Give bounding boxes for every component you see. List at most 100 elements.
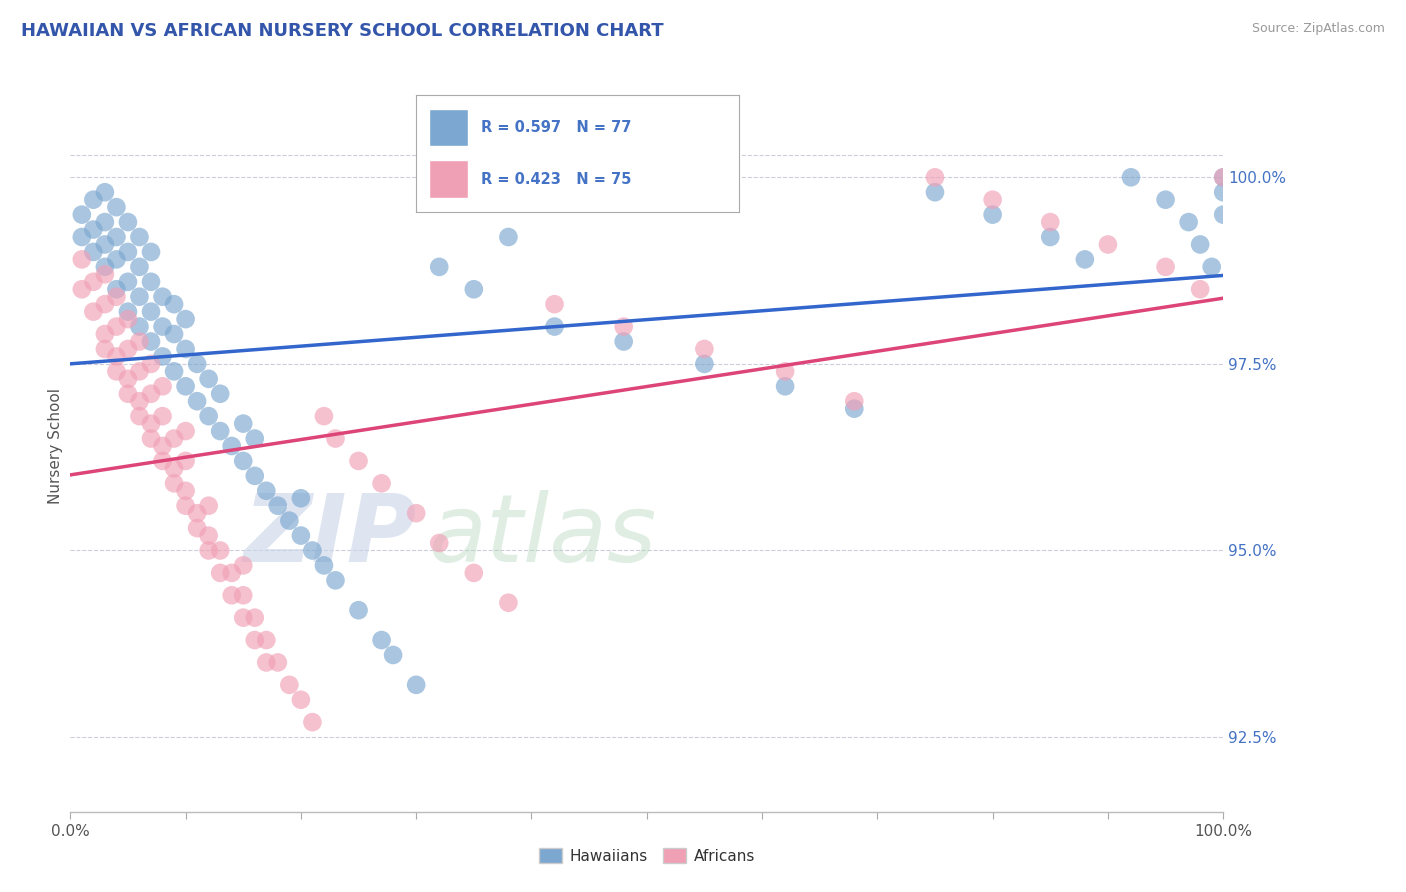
Point — [152, 439, 174, 453]
Point — [693, 342, 716, 356]
Point — [163, 461, 186, 475]
Point — [1189, 282, 1212, 296]
Text: ZIP: ZIP — [243, 490, 416, 582]
Point — [267, 499, 290, 513]
Point — [290, 491, 312, 506]
Point — [498, 596, 520, 610]
Point — [1074, 252, 1097, 267]
Legend: Hawaiians, Africans: Hawaiians, Africans — [533, 842, 761, 870]
Point — [139, 357, 162, 371]
Point — [82, 275, 104, 289]
Point — [94, 297, 117, 311]
Point — [105, 319, 128, 334]
Point — [254, 656, 277, 670]
Point — [1119, 170, 1142, 185]
Point — [232, 588, 254, 602]
Point — [221, 439, 243, 453]
Point — [543, 297, 565, 311]
Point — [128, 409, 150, 424]
Point — [139, 275, 162, 289]
Point — [1212, 170, 1234, 185]
Point — [1212, 170, 1234, 185]
Point — [82, 222, 104, 236]
Point — [844, 401, 866, 416]
Point — [105, 282, 128, 296]
Point — [174, 312, 197, 326]
Point — [221, 588, 243, 602]
Point — [105, 200, 128, 214]
Point — [325, 574, 347, 588]
Point — [128, 230, 150, 244]
Point — [139, 417, 162, 431]
Point — [243, 468, 266, 483]
Point — [232, 558, 254, 573]
Point — [117, 215, 139, 229]
Point — [174, 379, 197, 393]
Point — [94, 215, 117, 229]
Point — [773, 364, 796, 378]
Point — [209, 424, 232, 438]
Point — [1039, 230, 1062, 244]
Point — [844, 394, 866, 409]
Text: atlas: atlas — [427, 490, 657, 581]
Point — [174, 424, 197, 438]
Point — [82, 304, 104, 318]
Point — [924, 170, 946, 185]
Point — [128, 334, 150, 349]
Point — [139, 432, 162, 446]
Point — [128, 290, 150, 304]
Point — [128, 319, 150, 334]
Point — [174, 483, 197, 498]
Point — [139, 334, 162, 349]
Point — [152, 454, 174, 468]
Point — [312, 558, 335, 573]
Point — [197, 372, 219, 386]
Point — [232, 417, 254, 431]
Point — [981, 193, 1004, 207]
Point — [254, 483, 277, 498]
Point — [82, 244, 104, 259]
Point — [197, 543, 219, 558]
Point — [186, 357, 208, 371]
Point — [105, 364, 128, 378]
Point — [405, 506, 427, 520]
Point — [267, 656, 290, 670]
Text: Source: ZipAtlas.com: Source: ZipAtlas.com — [1251, 22, 1385, 36]
Point — [347, 603, 370, 617]
Point — [117, 342, 139, 356]
Point — [613, 319, 636, 334]
Point — [70, 252, 93, 267]
Point — [463, 282, 485, 296]
Point — [243, 610, 266, 624]
Point — [174, 454, 197, 468]
Point — [301, 543, 323, 558]
Point — [163, 297, 186, 311]
Point — [221, 566, 243, 580]
Point — [1201, 260, 1223, 274]
Point — [117, 312, 139, 326]
Point — [1154, 260, 1177, 274]
Point — [254, 633, 277, 648]
Point — [981, 208, 1004, 222]
Point — [128, 260, 150, 274]
Point — [117, 386, 139, 401]
Point — [290, 692, 312, 706]
Point — [243, 633, 266, 648]
Point — [1097, 237, 1119, 252]
Point — [82, 193, 104, 207]
Point — [174, 342, 197, 356]
Point — [186, 506, 208, 520]
Point — [209, 543, 232, 558]
Point — [94, 186, 117, 200]
Point — [498, 230, 520, 244]
Point — [924, 186, 946, 200]
Point — [197, 409, 219, 424]
Point — [94, 326, 117, 341]
Point — [301, 715, 323, 730]
Point — [105, 252, 128, 267]
Point — [232, 454, 254, 468]
Point — [382, 648, 405, 662]
Point — [243, 432, 266, 446]
Point — [163, 326, 186, 341]
Point — [427, 260, 450, 274]
